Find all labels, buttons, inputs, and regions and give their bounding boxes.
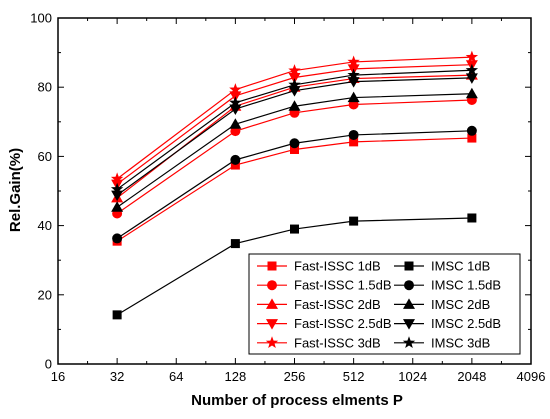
data-point	[465, 63, 479, 76]
y-tick-label: 20	[38, 287, 52, 302]
legend-marker	[267, 280, 277, 291]
x-tick-label: 32	[110, 369, 124, 384]
data-point	[288, 100, 301, 111]
data-point	[466, 125, 477, 136]
data-point	[349, 137, 359, 147]
data-point	[110, 182, 124, 195]
y-tick-label: 0	[45, 357, 52, 372]
series-layer	[110, 50, 479, 320]
data-point	[349, 216, 359, 226]
legend-marker	[265, 336, 279, 349]
data-point	[347, 68, 360, 81]
legend-label: Fast-ISSC 2dB	[294, 297, 381, 312]
legend-label: IMSC 2dB	[431, 297, 490, 312]
y-tick-label: 80	[38, 80, 52, 95]
data-point	[465, 50, 479, 63]
legend-label: Fast-ISSC 2.5dB	[294, 316, 392, 331]
legend-item: Fast-ISSC 2.5dB	[257, 316, 392, 331]
x-axis-title: Number of process elments P	[191, 392, 403, 409]
y-tick-label: 40	[38, 218, 52, 233]
series-3	[112, 125, 477, 244]
data-point	[289, 138, 300, 149]
data-point	[230, 160, 240, 170]
data-point	[465, 87, 478, 99]
legend-marker	[266, 298, 278, 309]
legend: Fast-ISSC 1dB IMSC 1dB Fast-ISSC 1.5dB IMSC…	[248, 253, 521, 355]
series-1	[112, 213, 477, 320]
data-point	[348, 129, 359, 140]
data-point	[288, 64, 301, 76]
x-axis-ticks: 16 32 64 128 256 512 1024 2048 4096	[51, 18, 546, 384]
legend-label: IMSC 1dB	[431, 259, 490, 274]
legend-item: IMSC 2.5dB	[394, 316, 501, 331]
x-tick-label: 128	[225, 369, 247, 384]
legend-item: Fast-ISSC 3dB	[257, 335, 381, 350]
data-point	[112, 310, 122, 320]
data-point	[290, 224, 299, 234]
series-8	[110, 50, 479, 185]
x-tick-label: 1024	[398, 369, 427, 384]
data-point	[229, 118, 242, 129]
legend-marker	[267, 261, 277, 271]
legend-marker	[266, 319, 278, 330]
data-point	[230, 239, 240, 249]
legend-label: Fast-ISSC 3dB	[294, 335, 381, 350]
legend-item: Fast-ISSC 2dB	[257, 297, 381, 312]
data-point	[229, 96, 242, 109]
y-axis-ticks: 0 20 40 60 80 100	[30, 11, 531, 372]
legend-marker	[403, 319, 415, 330]
x-tick-label: 16	[51, 369, 65, 384]
data-point	[347, 91, 360, 103]
legend-item: IMSC 2dB	[394, 297, 490, 312]
legend-marker	[402, 336, 416, 349]
data-point	[110, 172, 124, 185]
x-tick-label: 64	[169, 369, 183, 384]
data-point	[288, 73, 301, 84]
y-tick-label: 60	[38, 149, 52, 164]
legend-marker	[404, 280, 414, 291]
legend-label: IMSC 1.5dB	[431, 278, 501, 293]
data-point	[290, 144, 299, 154]
legend-label: Fast-ISSC 1dB	[294, 259, 381, 274]
series-9	[110, 63, 479, 195]
legend-label: IMSC 3dB	[431, 335, 490, 350]
legend-box	[248, 253, 521, 355]
legend-item: Fast-ISSC 1dB	[257, 259, 381, 274]
series-5	[111, 87, 478, 212]
y-axis-title: Rel.Gain(%)	[7, 148, 24, 232]
x-tick-label: 256	[284, 369, 306, 384]
x-tick-label: 2048	[457, 369, 486, 384]
legend-marker	[403, 298, 415, 309]
x-tick-label: 512	[343, 369, 365, 384]
legend-item: IMSC 3dB	[394, 335, 490, 350]
legend-marker	[404, 261, 414, 271]
data-point	[465, 73, 478, 84]
legend-item: IMSC 1.5dB	[394, 278, 501, 293]
data-point	[111, 201, 124, 212]
data-point	[230, 154, 241, 165]
series-7	[111, 73, 478, 202]
data-point	[288, 78, 301, 91]
legend-item: Fast-ISSC 1.5dB	[257, 278, 392, 293]
data-point	[112, 233, 123, 244]
y-tick-label: 100	[30, 11, 52, 26]
legend-label: IMSC 2.5dB	[431, 316, 501, 331]
series-2	[112, 95, 477, 219]
data-point	[229, 83, 242, 95]
legend-item: IMSC 1dB	[394, 259, 490, 274]
data-point	[467, 213, 477, 223]
data-point	[467, 133, 477, 143]
legend-label: Fast-ISSC 1.5dB	[294, 278, 392, 293]
data-point	[347, 55, 360, 68]
x-tick-label: 4096	[517, 369, 546, 384]
